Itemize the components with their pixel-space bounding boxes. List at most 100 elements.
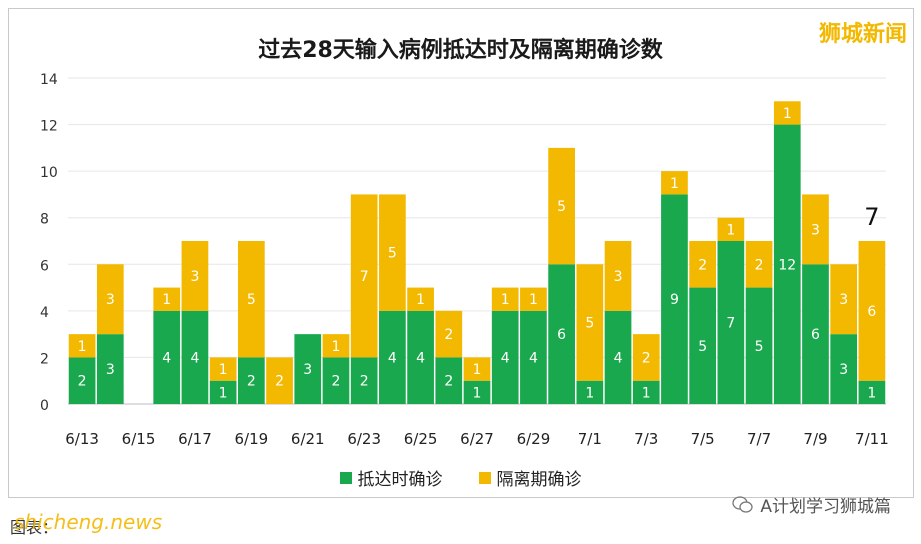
y-tick-label: 2 bbox=[40, 351, 49, 367]
bar-green bbox=[96, 334, 124, 404]
bar-green bbox=[322, 357, 350, 404]
bar-green bbox=[463, 380, 491, 404]
y-tick-label: 14 bbox=[40, 72, 58, 88]
bar-green bbox=[858, 380, 886, 404]
bar-label-yellow: 6 bbox=[867, 304, 876, 320]
bar-green bbox=[68, 357, 96, 404]
bar-green bbox=[181, 310, 209, 404]
bar-green bbox=[407, 310, 434, 404]
bar-label-green: 4 bbox=[416, 350, 425, 366]
bar-yellow bbox=[379, 194, 406, 311]
bar-green bbox=[294, 334, 322, 404]
bar-label-green: 6 bbox=[811, 327, 820, 343]
bar-label-green: 4 bbox=[501, 350, 510, 366]
footer-account-name: A计划学习狮城篇 bbox=[760, 497, 891, 517]
bar-label-green: 4 bbox=[529, 350, 538, 366]
bar-label-yellow: 3 bbox=[839, 292, 848, 308]
bar-label-green: 1 bbox=[585, 385, 594, 401]
y-tick-label: 4 bbox=[40, 305, 49, 321]
bar-green bbox=[379, 310, 406, 404]
bar-green bbox=[802, 264, 829, 404]
bar-green bbox=[576, 380, 604, 404]
bar-label-yellow: 5 bbox=[585, 316, 594, 332]
bar-green bbox=[209, 380, 237, 404]
legend-item-arrival: 抵达时确诊 bbox=[339, 465, 443, 490]
bar-label-green: 4 bbox=[388, 350, 397, 366]
bar-yellow bbox=[548, 147, 575, 265]
bar-label-green: 5 bbox=[755, 339, 764, 355]
bar-label-green: 1 bbox=[642, 385, 651, 401]
x-tick-label: 6/21 bbox=[291, 430, 325, 448]
bar-label-green: 2 bbox=[78, 374, 87, 390]
x-tick-label: 6/25 bbox=[404, 430, 438, 448]
bar-label-yellow: 7 bbox=[360, 269, 369, 285]
bar-label-green: 4 bbox=[190, 350, 199, 366]
bar-green bbox=[745, 287, 773, 404]
legend-swatch-green bbox=[339, 471, 352, 484]
bar-green bbox=[491, 310, 519, 404]
bar-green bbox=[548, 264, 575, 404]
bar-yellow bbox=[407, 287, 434, 311]
bar-label-green: 2 bbox=[247, 374, 256, 390]
y-tick-label: 0 bbox=[40, 398, 49, 414]
bar-label-green: 4 bbox=[614, 350, 623, 366]
bar-yellow bbox=[632, 334, 660, 381]
bar-yellow bbox=[463, 357, 491, 381]
x-tick-label: 6/19 bbox=[235, 430, 269, 448]
chart-legend: 抵达时确诊 隔离期确诊 bbox=[0, 465, 921, 490]
bar-yellow bbox=[745, 241, 773, 288]
bar-label-yellow: 1 bbox=[162, 292, 171, 308]
bar-label-yellow: 1 bbox=[473, 362, 482, 378]
bar-green bbox=[830, 334, 858, 404]
x-tick-label: 7/3 bbox=[634, 430, 658, 448]
bar-yellow bbox=[153, 287, 181, 311]
bar-label-yellow: 1 bbox=[726, 222, 735, 238]
x-tick-label: 6/15 bbox=[122, 430, 156, 448]
brand-logo: 狮城新闻 bbox=[818, 22, 907, 47]
x-tick-label: 7/11 bbox=[855, 430, 889, 448]
x-tick-label: 7/1 bbox=[578, 430, 602, 448]
bar-yellow bbox=[266, 357, 293, 404]
x-tick-label: 6/13 bbox=[65, 430, 99, 448]
bar-yellow bbox=[491, 287, 519, 311]
bar-label-yellow: 5 bbox=[247, 292, 256, 308]
bar-green bbox=[520, 310, 547, 404]
bar-green bbox=[773, 124, 801, 405]
bar-green bbox=[689, 287, 717, 404]
chart-title: 过去28天输入病例抵达时及隔离期确诊数 bbox=[258, 38, 663, 63]
bar-yellow bbox=[209, 357, 237, 381]
bar-yellow bbox=[858, 241, 886, 381]
bar-yellow bbox=[96, 264, 124, 335]
bar-yellow bbox=[773, 101, 801, 125]
bar-green bbox=[350, 357, 378, 404]
bar-green bbox=[604, 310, 632, 404]
x-tick-label: 6/17 bbox=[178, 430, 212, 448]
y-tick-label: 8 bbox=[40, 212, 49, 228]
bar-label-yellow: 3 bbox=[811, 222, 820, 238]
legend-item-quarantine: 隔离期确诊 bbox=[478, 465, 582, 490]
legend-label-quarantine: 隔离期确诊 bbox=[496, 470, 582, 490]
wechat-icon bbox=[732, 495, 754, 513]
bar-yellow bbox=[350, 194, 378, 358]
bar-label-yellow: 1 bbox=[332, 339, 341, 355]
bar-label-yellow: 1 bbox=[219, 362, 228, 378]
bar-yellow bbox=[435, 310, 463, 358]
bar-yellow bbox=[237, 241, 265, 358]
bar-label-yellow: 1 bbox=[416, 292, 425, 308]
bar-label-green: 6 bbox=[557, 327, 566, 343]
bar-label-yellow: 3 bbox=[614, 269, 623, 285]
bar-green bbox=[435, 357, 463, 404]
x-tick-label: 7/7 bbox=[747, 430, 771, 448]
x-tick-label: 7/5 bbox=[691, 430, 715, 448]
y-tick-label: 12 bbox=[40, 119, 58, 135]
y-tick-label: 6 bbox=[40, 258, 49, 274]
bar-yellow bbox=[802, 194, 829, 265]
bar-label-green: 2 bbox=[360, 374, 369, 390]
bar-label-yellow: 1 bbox=[783, 106, 792, 122]
bar-green bbox=[717, 241, 745, 404]
bar-label-yellow: 2 bbox=[642, 350, 651, 366]
footer-label: 图表： bbox=[10, 518, 59, 537]
bar-label-green: 2 bbox=[332, 374, 341, 390]
bar-label-green: 3 bbox=[839, 362, 848, 378]
